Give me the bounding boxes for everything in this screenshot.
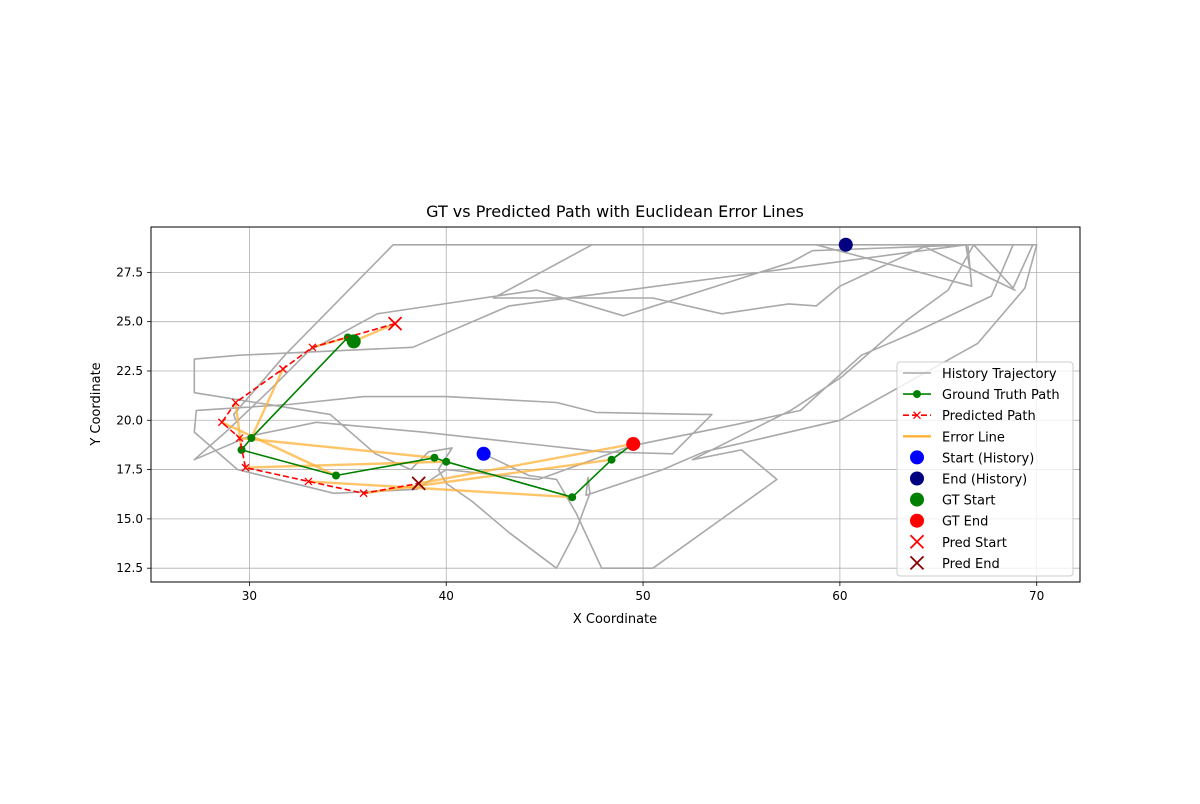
legend-swatch-x-stroke-b: [913, 411, 921, 420]
legend-swatch-marker: [910, 492, 924, 507]
predicted-point-stroke-b: [235, 434, 244, 442]
predicted-point: [235, 434, 244, 442]
error-line: [307, 480, 574, 499]
legend-entry: GT Start: [910, 492, 995, 509]
legend-swatch-dot: [913, 390, 921, 399]
plot-frame: [150, 226, 1081, 583]
ground-truth-point: [607, 455, 616, 464]
legend-box: [896, 361, 1074, 577]
y-tick-label: 22.5: [116, 364, 143, 378]
error-line: [417, 442, 635, 485]
legend-entry: Pred End: [909, 555, 1000, 572]
predicted-point-stroke-b: [231, 398, 240, 407]
ground-truth-point: [430, 453, 439, 462]
y-tick-label: 17.5: [116, 463, 143, 477]
y-tick-label: 27.5: [116, 265, 143, 279]
ground-truth-point: [332, 471, 341, 480]
legend-entry: Ground Truth Path: [903, 388, 1060, 403]
x-tick-label: 50: [635, 589, 650, 603]
predicted-point: [304, 477, 313, 486]
predicted-point: [241, 463, 250, 472]
history-end-marker: [838, 237, 853, 252]
legend-label: Ground Truth Path: [942, 388, 1060, 403]
y-tick-label: 25.0: [116, 315, 143, 329]
predicted-point: [278, 365, 287, 373]
predicted-point-stroke-b: [241, 463, 250, 472]
x-tick-label: 40: [439, 589, 454, 603]
predicted-point-stroke-b: [217, 418, 226, 427]
legend-label: Predicted Path: [942, 409, 1036, 424]
legend-label: Pred End: [942, 557, 1000, 572]
legend-label: Start (History): [942, 451, 1034, 466]
legend-entry: History Trajectory: [903, 367, 1057, 382]
x-tick-label: 30: [242, 589, 257, 603]
legend-swatch-marker: [910, 450, 924, 465]
x-tick-label: 60: [832, 589, 847, 603]
predicted-point: [359, 489, 368, 498]
legend-entry: GT End: [910, 513, 988, 530]
predicted-point-stroke-b: [278, 365, 287, 373]
predicted-path-line: [221, 322, 419, 495]
legend-swatch-marker: [910, 513, 924, 528]
x-tick-label: 70: [1029, 589, 1044, 603]
predicted-point-stroke-b: [308, 343, 317, 352]
legend-entry: Start (History): [910, 450, 1034, 466]
y-tick-label: 20.0: [116, 413, 143, 427]
legend-label: History Trajectory: [942, 367, 1057, 382]
legend-swatch-cross: [909, 555, 925, 571]
legend-swatch-cross-stroke-b: [909, 534, 925, 549]
chart-title: GT vs Predicted Path with Euclidean Erro…: [426, 202, 804, 221]
history-trajectory-line: [193, 244, 1038, 570]
legend-swatch-cross-stroke-b: [909, 555, 925, 571]
history-start-marker: [476, 446, 491, 461]
error-line: [250, 367, 285, 440]
legend-entry: Error Line: [903, 430, 1005, 445]
legend-label: GT End: [942, 515, 988, 530]
gt-end-marker: [626, 436, 641, 451]
legend-label: End (History): [942, 473, 1027, 488]
legend-swatch-cross: [909, 534, 925, 549]
error-line: [234, 401, 243, 452]
error-line: [244, 460, 448, 469]
legend-entry: End (History): [910, 471, 1027, 488]
error-line: [362, 458, 613, 495]
predicted-point-stroke-b: [359, 489, 368, 498]
gt-start-marker: [346, 334, 361, 349]
x-axis-label: X Coordinate: [573, 612, 657, 627]
error-line: [352, 322, 397, 343]
y-tick-label: 12.5: [116, 561, 143, 575]
legend-swatch-x: [913, 411, 921, 420]
predicted-point-stroke-b: [304, 477, 313, 486]
pred-end-marker-stroke-b: [411, 476, 426, 491]
legend-swatch-marker: [910, 471, 924, 486]
ground-truth-point: [442, 457, 451, 466]
legend-entry: Predicted Path: [903, 409, 1036, 424]
pred-end-marker: [411, 476, 426, 491]
y-axis-label: Y Coordinate: [89, 362, 104, 446]
predicted-point: [308, 343, 317, 352]
ground-truth-point: [568, 493, 577, 502]
error-line: [238, 436, 436, 459]
legend: History Trajectory Ground Truth Path Predi…: [896, 361, 1074, 577]
plot-area: [193, 237, 1038, 570]
pred-start-marker: [387, 316, 403, 331]
axis-ticks: 30 40 50 60 70 12.5 15.0 17.5 20.0 22.5 25.0 27.5: [116, 265, 1044, 603]
pred-start-marker-stroke-b: [387, 316, 403, 331]
y-tick-label: 15.0: [116, 512, 143, 526]
ground-truth-point: [247, 434, 256, 443]
ground-truth-path-line: [240, 336, 634, 499]
legend-label: Pred Start: [942, 536, 1007, 551]
ground-truth-point: [237, 445, 246, 454]
legend-entry: Pred Start: [909, 534, 1007, 551]
predicted-point: [217, 418, 226, 427]
legend-label: Error Line: [942, 430, 1005, 445]
predicted-point: [231, 398, 240, 407]
legend-label: GT Start: [942, 494, 995, 509]
